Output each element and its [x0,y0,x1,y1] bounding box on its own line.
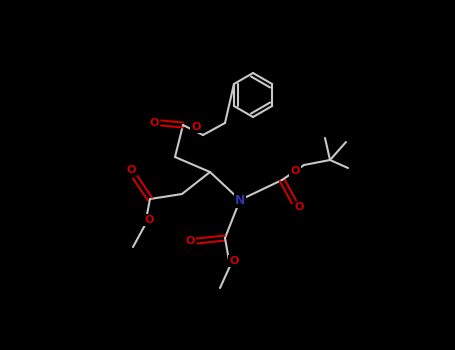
Text: O: O [229,256,239,266]
Text: O: O [149,118,159,128]
Text: O: O [290,166,300,175]
Text: O: O [185,236,195,246]
Text: O: O [144,215,154,225]
Text: O: O [126,165,136,175]
Text: O: O [191,122,201,132]
Text: O: O [294,202,303,212]
Text: N: N [235,194,245,206]
